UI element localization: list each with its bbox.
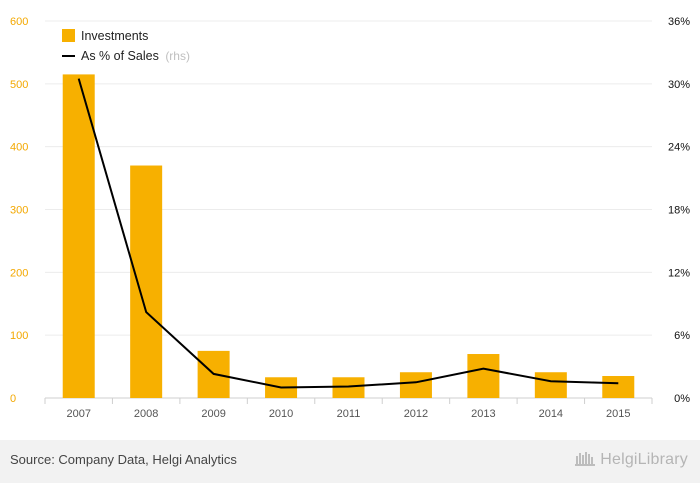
y-left-tick-label: 0: [10, 393, 16, 405]
x-tick-label: 2008: [134, 408, 158, 420]
brand-logo: HelgiLibrary: [575, 450, 688, 469]
legend-rhs-note: (rhs): [165, 49, 190, 63]
y-right-tick-label: 6%: [674, 330, 690, 342]
legend: Investments As % of Sales (rhs): [62, 29, 190, 63]
y-right-tick-label: 0%: [674, 393, 690, 405]
bar-investments-2007: [62, 74, 95, 399]
x-tick-label: 2009: [201, 408, 225, 420]
line-series-as-percent-of-sales: [77, 78, 619, 389]
x-tick-label: 2014: [539, 408, 563, 420]
library-icon: [575, 452, 596, 466]
bar-investments-2012: [399, 372, 432, 398]
legend-swatch-investments: [62, 29, 75, 42]
bar-investments-2013: [467, 354, 500, 398]
y-left-tick-label: 500: [10, 79, 28, 91]
x-tick-label: 2012: [404, 408, 428, 420]
y-left-tick-label: 100: [10, 330, 28, 342]
source-text: Source: Company Data, Helgi Analytics: [10, 452, 237, 467]
bar-investments-2014: [534, 372, 567, 398]
y-left-tick-label: 200: [10, 267, 28, 279]
y-axis-right: 0% 6% 12% 18% 24% 30% 36%: [668, 16, 690, 405]
x-tick-label: 2011: [337, 408, 361, 420]
legend-line-name: As % of Sales: [81, 49, 159, 63]
x-tick-label: 2013: [471, 408, 495, 420]
x-axis: 2007 2008 2009 2010 2011 2012 2013 2014 2015: [44, 398, 653, 420]
y-right-tick-label: 24%: [668, 142, 690, 154]
y-right-tick-label: 30%: [668, 79, 690, 91]
x-tick-label: 2010: [269, 408, 293, 420]
bar-series: [62, 74, 635, 399]
footer: Source: Company Data, Helgi Analytics He…: [0, 440, 700, 483]
y-axis-left: 0 100 200 300 400 500 600: [10, 16, 28, 405]
bar-investments-2011: [332, 377, 365, 398]
legend-label-investments: Investments: [81, 29, 148, 43]
y-right-tick-label: 36%: [668, 16, 690, 28]
y-left-tick-label: 600: [10, 16, 28, 28]
y-left-tick-label: 400: [10, 142, 28, 154]
bar-investments-2008: [130, 165, 163, 398]
y-left-tick-label: 300: [10, 205, 28, 217]
y-right-tick-label: 18%: [668, 205, 690, 217]
x-tick-label: 2015: [606, 408, 630, 420]
y-right-tick-label: 12%: [668, 267, 690, 279]
legend-label-as-percent-of-sales: As % of Sales (rhs): [81, 49, 190, 63]
brand-name: HelgiLibrary: [600, 451, 688, 468]
x-tick-label: 2007: [66, 408, 90, 420]
bar-investments-2015: [602, 376, 635, 398]
